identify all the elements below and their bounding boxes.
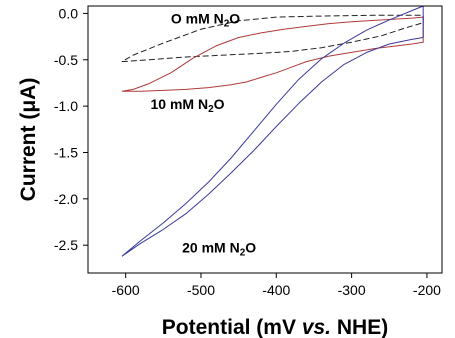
series-label-part: O bbox=[245, 240, 256, 256]
series-label-2: 20 mM N2O bbox=[182, 240, 256, 259]
x-tick-label: -400 bbox=[262, 282, 290, 298]
y-tick-label: -0.5 bbox=[54, 52, 78, 68]
series-label-part: 10 mM N bbox=[151, 96, 209, 112]
series-label-part: O mM N bbox=[171, 11, 224, 27]
x-axis-title-part: NHE) bbox=[331, 316, 388, 338]
axis-ticks: -600 -500 -400 -300 -200 0.0 -0.5 -1.0 -1.5 -2.0 -… bbox=[54, 5, 441, 298]
y-tick-label: -1.5 bbox=[54, 144, 78, 160]
series-label-0: O mM N2O bbox=[171, 11, 240, 30]
y-tick-label: -2.5 bbox=[54, 237, 78, 253]
x-tick-label: -300 bbox=[338, 282, 366, 298]
series-line-1 bbox=[121, 16, 424, 92]
series-label-part: O bbox=[229, 11, 240, 27]
series-line-2 bbox=[121, 5, 424, 257]
plot-lines bbox=[121, 5, 424, 257]
y-axis-title: Current (μA) bbox=[17, 78, 40, 202]
plot-frame bbox=[87, 5, 443, 274]
x-tick-label: -200 bbox=[413, 282, 441, 298]
x-axis-title-part: vs. bbox=[302, 316, 331, 338]
x-axis-title: Potential (mV vs. NHE) bbox=[162, 316, 388, 338]
series-label-part: O bbox=[214, 96, 225, 112]
series-label-part: 2 bbox=[240, 248, 246, 259]
x-tick-label: -600 bbox=[112, 282, 140, 298]
y-tick-label: 0.0 bbox=[59, 5, 79, 21]
y-tick-label: -1.0 bbox=[54, 98, 78, 114]
x-axis-title-part: Potential (mV bbox=[162, 316, 302, 338]
series-line-0 bbox=[121, 14, 424, 63]
y-tick-label: -2.0 bbox=[54, 191, 78, 207]
x-tick-label: -500 bbox=[187, 282, 215, 298]
series-label-part: 20 mM N bbox=[182, 240, 240, 256]
series-label-1: 10 mM N2O bbox=[151, 96, 225, 115]
series-label-part: 2 bbox=[208, 104, 214, 115]
series-label-part: 2 bbox=[224, 19, 230, 30]
